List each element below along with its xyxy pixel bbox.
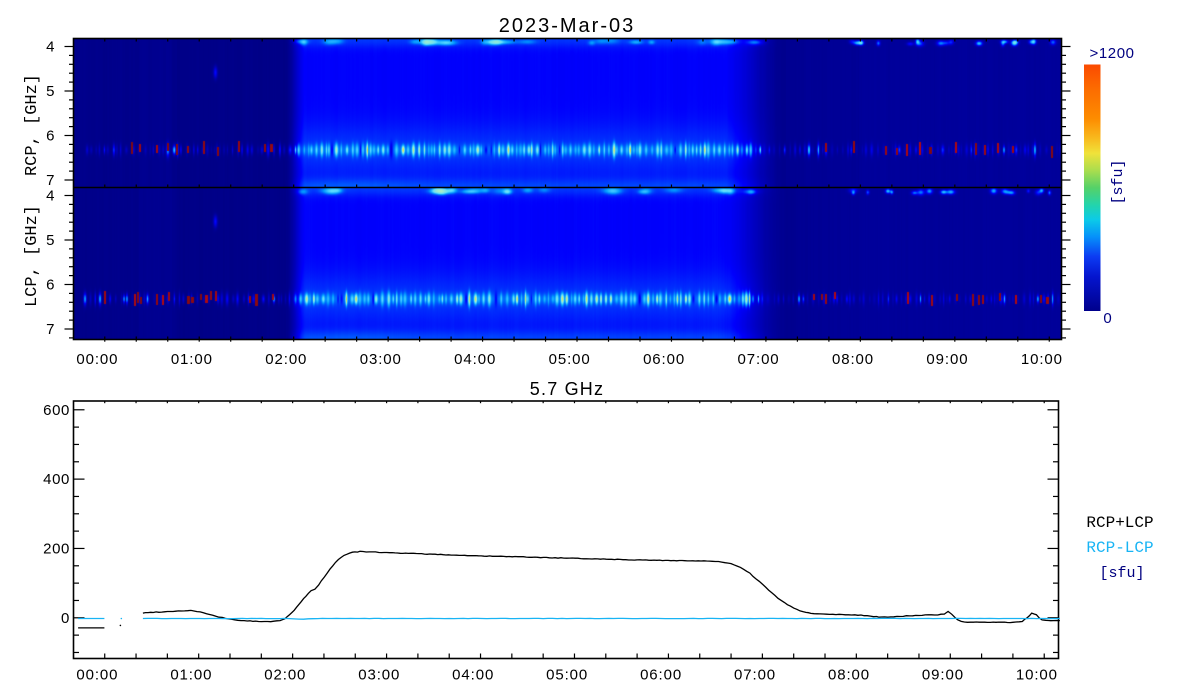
svg-text:[sfu]: [sfu] [1110,159,1127,204]
svg-text:05:00: 05:00 [549,351,591,368]
svg-text:01:00: 01:00 [171,351,213,368]
svg-text:2023-Mar-03: 2023-Mar-03 [499,15,636,37]
svg-text:5: 5 [46,232,54,249]
svg-text:06:00: 06:00 [643,351,685,368]
svg-text:7: 7 [46,321,54,338]
svg-text:03:00: 03:00 [358,667,400,684]
svg-text:00:00: 00:00 [76,351,118,368]
svg-text:10:00: 10:00 [1016,667,1058,684]
svg-text:400: 400 [43,471,70,488]
svg-text:>1200: >1200 [1090,45,1135,62]
svg-text:04:00: 04:00 [454,351,496,368]
svg-text:00:00: 00:00 [76,667,118,684]
svg-text:600: 600 [43,402,70,419]
svg-text:05:00: 05:00 [546,667,588,684]
svg-text:02:00: 02:00 [265,351,307,368]
svg-text:5: 5 [46,83,54,100]
svg-text:02:00: 02:00 [264,667,306,684]
svg-text:4: 4 [46,188,54,205]
svg-text:4: 4 [46,39,54,56]
svg-text:08:00: 08:00 [828,667,870,684]
svg-text:RCP-LCP: RCP-LCP [1086,539,1153,557]
svg-text:06:00: 06:00 [640,667,682,684]
svg-text:09:00: 09:00 [922,667,964,684]
svg-text:6: 6 [46,128,54,145]
svg-text:10:00: 10:00 [1021,351,1063,368]
svg-text:0: 0 [1103,310,1111,327]
svg-text:RCP+LCP: RCP+LCP [1086,514,1153,532]
svg-text:200: 200 [43,540,70,557]
svg-text:07:00: 07:00 [738,351,780,368]
svg-text:[sfu]: [sfu] [1099,565,1144,582]
svg-text:5.7 GHz: 5.7 GHz [530,379,604,399]
svg-text:7: 7 [46,172,54,189]
svg-text:03:00: 03:00 [360,351,402,368]
svg-text:RCP, [GHz]: RCP, [GHz] [23,74,42,176]
svg-text:08:00: 08:00 [832,351,874,368]
svg-text:09:00: 09:00 [926,351,968,368]
svg-text:LCP, [GHz]: LCP, [GHz] [23,205,42,307]
svg-text:0: 0 [61,610,70,627]
svg-text:6: 6 [46,277,54,294]
svg-text:07:00: 07:00 [734,667,776,684]
svg-text:04:00: 04:00 [452,667,494,684]
svg-text:01:00: 01:00 [170,667,212,684]
